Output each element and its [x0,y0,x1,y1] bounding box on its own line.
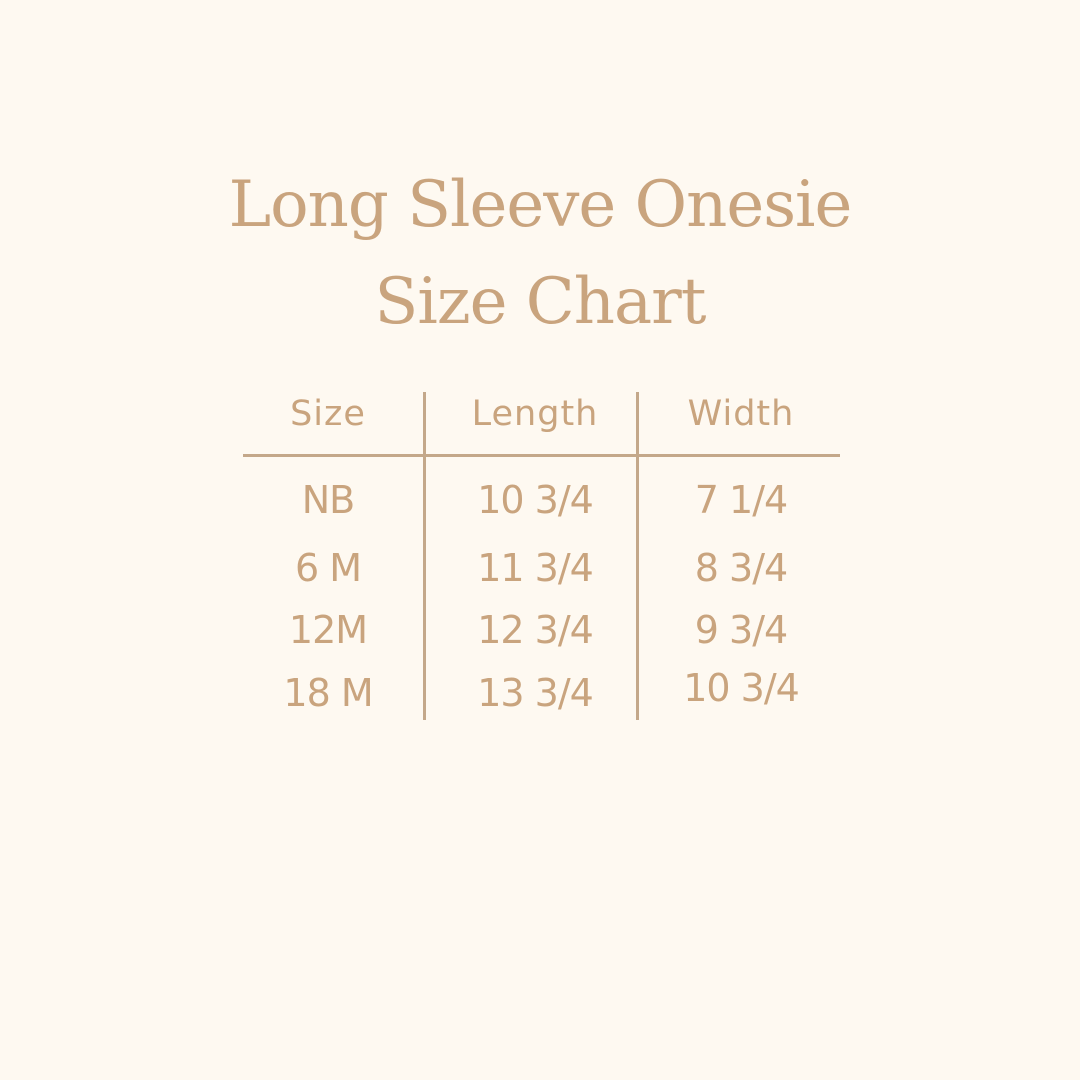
cell-size: 18 M [283,671,373,715]
cell-width: 10 3/4 [683,666,800,710]
header-size: Size [290,394,366,434]
column-divider-2 [636,392,639,720]
cell-size: 6 M [294,546,362,590]
header-divider [243,454,840,457]
cell-length: 13 3/4 [477,671,594,715]
cell-length: 11 3/4 [477,546,594,590]
title-line-2: Size Chart [374,265,707,339]
column-divider-1 [423,392,426,720]
cell-length: 12 3/4 [477,608,594,652]
cell-size: 12M [288,608,368,652]
title-line-1: Long Sleeve Onesie [228,168,853,242]
cell-width: 9 3/4 [694,608,788,652]
cell-length: 10 3/4 [477,478,594,522]
cell-width: 7 1/4 [694,478,788,522]
cell-size: NB [301,478,356,522]
header-width: Width [687,394,795,434]
cell-width: 8 3/4 [694,546,788,590]
header-length: Length [471,394,599,434]
